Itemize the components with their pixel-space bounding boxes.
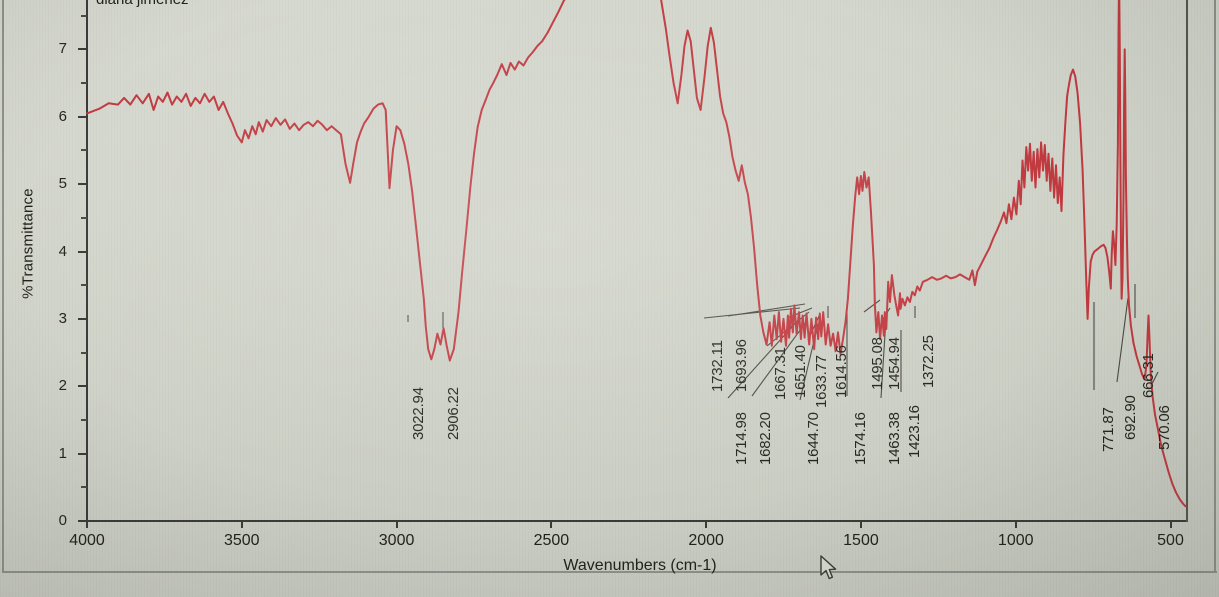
peak-label-771-87: 771.87 — [1100, 407, 1117, 452]
peak-label-1682-20: 1682.20 — [757, 412, 774, 465]
window-frame-right — [1214, 0, 1216, 573]
y-tick-label-5: 5 — [58, 175, 67, 193]
peak-label-2906-22: 2906.22 — [445, 387, 462, 440]
peak-label-1633-77: 1633.77 — [813, 355, 830, 408]
leader-line-1693-96 — [727, 303, 806, 317]
y-tick-3 — [78, 317, 87, 320]
peak-label-1693-96: 1693.96 — [733, 339, 750, 392]
window-frame-bottom — [2, 571, 1217, 573]
y-tick-4 — [78, 250, 87, 253]
window-frame-left — [2, 0, 4, 573]
plot-right-border — [1186, 0, 1188, 522]
leader-line-1633-77 — [807, 313, 821, 341]
x-tick-1000 — [1014, 520, 1017, 528]
peak-label-1574-16: 1574.16 — [852, 412, 869, 465]
y-tick-label-7: 7 — [58, 40, 67, 58]
x-tick-label-3500: 3500 — [223, 532, 260, 549]
y-tick-label-3: 3 — [58, 309, 67, 327]
leader-line-1454-94 — [880, 307, 891, 323]
y-tick-label-6: 6 — [58, 107, 67, 125]
peak-label-1651-40: 1651.40 — [792, 345, 809, 398]
peak-label-3022-94: 3022.94 — [410, 387, 427, 440]
x-tick-2000 — [705, 520, 708, 528]
peak-label-1667-31: 1667.31 — [772, 347, 789, 400]
x-tick-label-2000: 2000 — [688, 532, 724, 549]
mouse-pointer-icon — [820, 555, 837, 580]
x-tick-3500 — [240, 520, 243, 528]
y-tick-label-1: 1 — [58, 444, 67, 462]
x-tick-label-4000: 4000 — [69, 532, 105, 549]
peak-label-1614-56: 1614.56 — [833, 345, 850, 398]
y-tick-1 — [78, 452, 87, 455]
y-tick-2 — [78, 385, 87, 388]
leader-line-692-90 — [1116, 297, 1129, 383]
peak-label-666-31: 666.31 — [1140, 353, 1157, 398]
y-tick-minor — [81, 216, 87, 219]
y-tick-minor — [81, 14, 87, 17]
x-tick-4000 — [86, 520, 88, 528]
leader-line-1495-08 — [863, 299, 881, 313]
y-axis-line — [86, 0, 88, 522]
peak-label-1495-08: 1495.08 — [869, 337, 886, 390]
x-tick-label-3000: 3000 — [378, 532, 415, 549]
peak-label-1423-16: 1423.16 — [906, 405, 923, 458]
x-tick-2500 — [550, 520, 553, 528]
peak-label-570-06: 570.06 — [1156, 405, 1173, 450]
y-tick-6 — [78, 115, 87, 118]
x-tick-500 — [1169, 520, 1172, 528]
leader-line-1732-11 — [703, 307, 801, 319]
x-tick-label-2500: 2500 — [533, 532, 570, 549]
leader-line-1667-31 — [766, 311, 810, 347]
y-tick-minor — [81, 351, 87, 354]
x-axis-title: Wavenumbers (cm-1) — [563, 557, 717, 574]
y-tick-0 — [78, 520, 87, 522]
y-tick-minor — [81, 82, 87, 85]
peak-label-692-90: 692.90 — [1122, 395, 1139, 440]
peak-label-1372-25: 1372.25 — [920, 335, 937, 388]
y-tick-minor — [81, 284, 87, 287]
peak-label-1463-38: 1463.38 — [886, 412, 903, 465]
y-tick-minor — [81, 149, 87, 152]
y-tick-label-2: 2 — [58, 377, 67, 395]
x-tick-3000 — [395, 520, 398, 528]
window-title: diana jimenez — [96, 0, 189, 8]
peak-label-1732-11: 1732.11 — [709, 340, 726, 392]
y-tick-minor — [81, 418, 87, 421]
x-tick-label-500: 500 — [1157, 532, 1184, 549]
x-tick-label-1000: 1000 — [997, 532, 1034, 549]
x-tick-label-1500: 1500 — [843, 532, 879, 549]
y-tick-label-0: 0 — [58, 512, 67, 529]
x-tick-1500 — [859, 520, 862, 528]
spectrum-path — [86, 0, 1187, 508]
peak-label-1454-94: 1454.94 — [886, 337, 903, 390]
x-axis-line — [86, 520, 1188, 522]
y-tick-7 — [78, 48, 87, 51]
peak-label-1644-70: 1644.70 — [805, 412, 822, 465]
y-tick-minor — [81, 486, 87, 489]
y-tick-label-4: 4 — [58, 242, 67, 260]
peak-label-1714-98: 1714.98 — [733, 412, 750, 465]
y-tick-5 — [78, 183, 87, 186]
leader-line-1651-40 — [786, 307, 813, 319]
